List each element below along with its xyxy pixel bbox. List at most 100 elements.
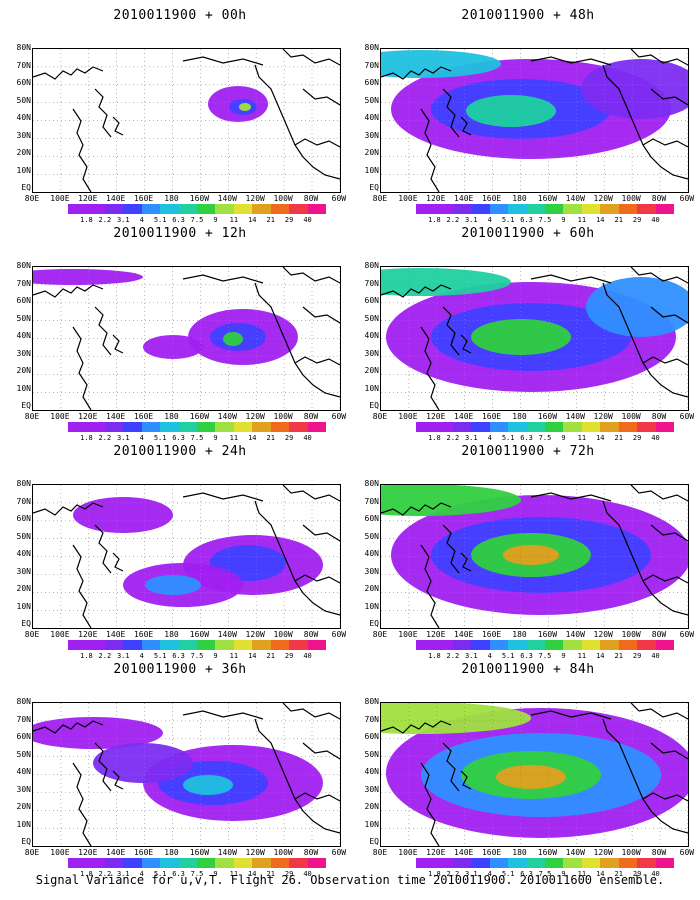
colorbar-swatch — [655, 422, 675, 432]
x-axis-labels: 80E 100E 120E 140E 160E 180 160W 140W 120W 100W 80… — [358, 194, 698, 204]
y-axis-tick-label: 70N — [16, 60, 31, 70]
y-axis-tick-label: EQ — [369, 619, 379, 628]
colorbar-swatch — [141, 858, 161, 868]
x-axis-tick-label: 80E — [24, 848, 40, 857]
contour-fill — [466, 95, 556, 127]
colorbar-swatch — [563, 640, 583, 650]
y-axis-tick-label: 30N — [16, 348, 31, 358]
colorbar-tick-label: 11 — [577, 216, 587, 224]
colorbar-swatch — [637, 858, 657, 868]
colorbar-tick-label: 21 — [614, 434, 623, 442]
colorbar-swatch — [508, 204, 528, 214]
colorbar-swatch — [270, 204, 290, 214]
x-axis-tick-label: 120W — [245, 630, 265, 639]
coastline — [72, 326, 92, 410]
x-axis-tick-label: 120E — [426, 630, 446, 639]
map-plot-area — [380, 266, 689, 411]
coastline — [642, 138, 688, 148]
y-axis-tick-label: 60N — [16, 78, 31, 87]
colorbar-swatch — [252, 640, 272, 650]
colorbar-swatch — [416, 204, 435, 214]
x-axis-tick-label: 160E — [481, 848, 502, 857]
colorbar-swatch — [307, 204, 327, 214]
coastline — [282, 49, 340, 66]
colorbar-tick-label: 29 — [284, 652, 294, 660]
x-axis-tick-label: 160W — [189, 194, 210, 203]
x-axis-tick-label: 160E — [481, 630, 502, 639]
colorbar-tick-label: 6.3 — [172, 652, 185, 660]
colorbar-swatch — [416, 640, 435, 650]
coastline — [420, 108, 440, 192]
y-axis-tick-label: 80N — [16, 479, 31, 488]
colorbar-tick-label: 3.1 — [464, 434, 478, 442]
colorbar-tick-label: 29 — [632, 652, 642, 660]
colorbar-swatch — [197, 204, 216, 214]
x-axis-tick-label: 80E — [24, 412, 40, 421]
colorbar-tick-label: 7.5 — [538, 216, 552, 224]
x-axis-tick-label: 120W — [245, 848, 265, 857]
coastline — [302, 88, 340, 106]
coastline — [530, 492, 612, 502]
y-axis-tick-label: 30N — [364, 130, 379, 140]
colorbar — [68, 422, 327, 432]
coastline — [642, 792, 688, 802]
contour-fill — [143, 335, 203, 359]
x-axis-tick-label: 100W — [621, 194, 641, 203]
x-axis-tick-label: 80W — [651, 630, 667, 639]
y-axis-tick-label: 10N — [16, 601, 31, 611]
coastline — [630, 267, 688, 284]
x-axis-tick-label: 120E — [426, 848, 446, 857]
y-axis-tick-label: 40N — [16, 549, 31, 558]
variance-contour-map — [381, 49, 688, 192]
colorbar-tick-label: 14 — [248, 652, 257, 660]
colorbar-swatch — [655, 204, 675, 214]
colorbar-swatch — [471, 640, 491, 650]
colorbar-swatch — [563, 422, 583, 432]
variance-contour-map — [381, 485, 688, 628]
colorbar-tick-label: 14 — [596, 216, 605, 224]
colorbar-tick-label: 14 — [248, 216, 257, 224]
colorbar-swatch — [215, 858, 235, 868]
colorbar-tick-label: 2.2 — [98, 434, 112, 442]
contour-fill — [503, 545, 559, 565]
colorbar-tick-label: 3.1 — [464, 870, 478, 878]
coastline — [254, 500, 340, 616]
panel-title: 2010011900 + 36h — [113, 662, 247, 677]
x-axis-tick-label: 80E — [372, 194, 388, 203]
x-axis-tick-label: 100E — [398, 630, 418, 639]
coastline — [460, 334, 472, 354]
x-axis-tick-label: 100E — [398, 412, 418, 421]
variance-contour-map — [381, 703, 688, 846]
colorbar-swatch — [307, 640, 327, 650]
colorbar-tick-label: 5.1 — [153, 216, 167, 224]
map-panel: 2010011900 + 00h 80N 70N 60N 50N 40N 30N 20N 10N… — [10, 8, 350, 228]
colorbar-swatch — [289, 204, 309, 214]
colorbar-tick-label: 6.3 — [520, 216, 533, 224]
colorbar-swatch — [215, 640, 235, 650]
coastline — [72, 108, 92, 192]
x-axis-tick-label: 80W — [651, 412, 667, 421]
map-panel: 2010011900 + 72h 80N 70N 60N 50N 40N 30N 20N 10N… — [358, 444, 698, 664]
variance-contour-map — [33, 485, 340, 628]
x-axis-labels: 80E 100E 120E 140E 160E 180 160W 140W 120W 100W 80… — [10, 848, 350, 858]
y-axis-tick-label: 40N — [364, 549, 379, 558]
colorbar-swatch — [307, 858, 327, 868]
colorbar-swatch — [289, 422, 309, 432]
y-axis-tick-label: 80N — [16, 697, 31, 706]
colorbar-swatch — [434, 422, 454, 432]
colorbar-swatch — [233, 858, 253, 868]
x-axis-tick-label: 140W — [217, 412, 237, 421]
panel-title: 2010011900 + 60h — [461, 226, 595, 241]
colorbar-swatch — [270, 422, 290, 432]
coastline — [442, 742, 460, 792]
colorbar-tick-label: 40 — [303, 434, 312, 442]
colorbar-swatch — [563, 858, 583, 868]
y-axis-tick-label: 80N — [364, 479, 379, 488]
colorbar-swatch — [452, 858, 472, 868]
colorbar-swatch — [489, 858, 509, 868]
y-axis-tick-label: 50N — [16, 531, 31, 541]
coastline — [182, 56, 264, 66]
x-axis-tick-label: 160W — [189, 630, 210, 639]
y-axis-tick-label: 50N — [16, 313, 31, 323]
y-axis-tick-label: EQ — [369, 837, 379, 846]
